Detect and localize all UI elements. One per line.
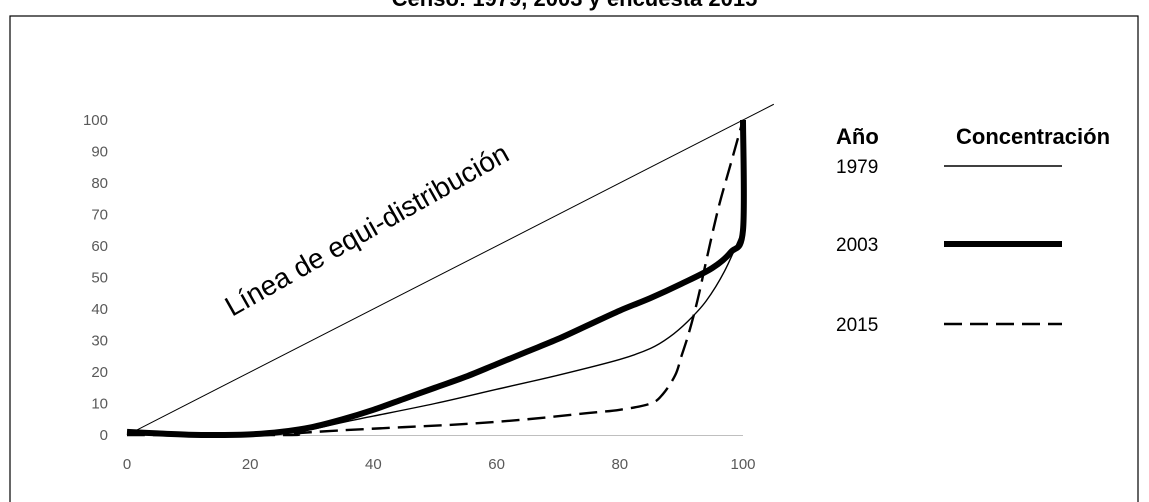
legend-header-series: Concentración: [956, 124, 1110, 149]
x-axis-ticks: 0 20 40 60 80 100: [123, 456, 756, 473]
series-line-2015: [126, 119, 745, 437]
series-line-1979: [126, 229, 744, 436]
equality-line-label: Línea de equi-distribución: [220, 137, 514, 322]
y-axis-ticks: 0 10 20 30 40 50 60 70 80 90 100: [83, 112, 108, 444]
legend-label-1979: 1979: [836, 157, 878, 178]
y-tick-label: 50: [91, 270, 108, 287]
legend-label-2003: 2003: [836, 235, 878, 256]
x-tick-label: 40: [365, 456, 382, 473]
chart-title: Censo: 1979, 2003 y encuesta 2015: [0, 0, 1149, 12]
series-lines: [126, 119, 747, 439]
y-tick-label: 10: [91, 396, 108, 413]
y-tick-label: 90: [91, 144, 108, 161]
legend-items: 1979 2003 2015: [836, 157, 1062, 336]
y-tick-label: 0: [100, 427, 108, 444]
y-tick-label: 100: [83, 112, 108, 129]
y-tick-label: 80: [91, 175, 108, 192]
legend-label-2015: 2015: [836, 315, 878, 336]
legend-header-year: Año: [836, 124, 879, 149]
y-tick-label: 40: [91, 301, 108, 318]
chart-frame: [9, 15, 1139, 502]
legend: Año Concentración 1979 2003 2015: [836, 124, 1110, 336]
x-tick-label: 20: [242, 456, 259, 473]
y-tick-label: 30: [91, 333, 108, 350]
x-tick-label: 60: [488, 456, 505, 473]
x-tick-label: 80: [611, 456, 628, 473]
equality-line: [126, 103, 775, 436]
x-tick-label: 0: [123, 456, 131, 473]
y-tick-label: 20: [91, 364, 108, 381]
y-tick-label: 70: [91, 207, 108, 224]
y-tick-label: 60: [91, 238, 108, 255]
x-tick-label: 100: [730, 456, 755, 473]
